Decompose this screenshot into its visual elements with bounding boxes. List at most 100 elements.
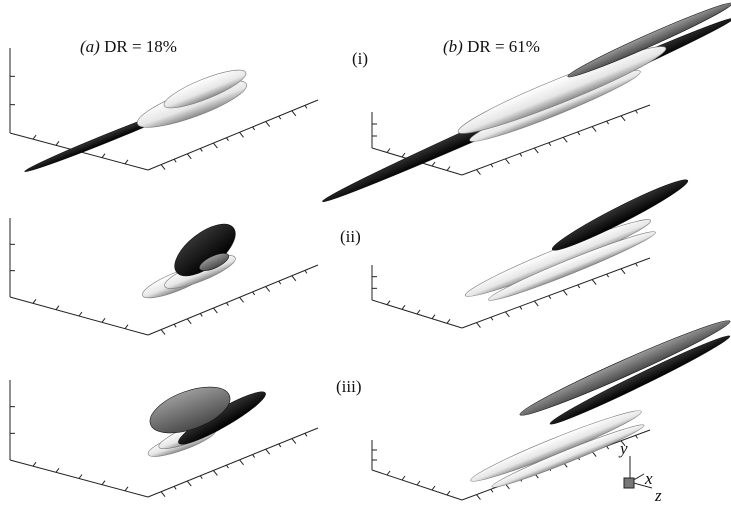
- axis-tick: [447, 491, 450, 495]
- axis-tick: [491, 164, 493, 167]
- axis-tick: [200, 148, 202, 151]
- axis-tick: [102, 318, 105, 322]
- panel-label: (a) DR = 18%: [80, 37, 177, 56]
- axis-tick: [56, 306, 59, 310]
- axis-tick: [56, 468, 59, 472]
- axis-tick: [387, 301, 390, 305]
- axis-tick: [187, 481, 191, 486]
- axis-tick: [563, 137, 567, 142]
- axis-tick: [266, 449, 270, 454]
- axis-tick: [305, 105, 307, 108]
- axis-tick: [549, 143, 551, 146]
- axis-tick: [266, 122, 270, 127]
- axis-tick: [266, 287, 270, 292]
- axis-tick: [563, 290, 567, 295]
- axis-tick: [213, 470, 217, 475]
- isosurface: [565, 0, 731, 82]
- axis-tick: [305, 270, 307, 273]
- axis-tick: [578, 132, 580, 135]
- axis-tick: [491, 317, 493, 320]
- axis-tick: [174, 159, 176, 162]
- axis-tick: [607, 446, 609, 449]
- axis-tick: [636, 110, 638, 113]
- coordinate-triad: y x z: [618, 439, 662, 505]
- axis-tick: [636, 435, 638, 438]
- axis-tick: [213, 143, 217, 148]
- axis-tick: [505, 159, 509, 164]
- axis-tick: [292, 111, 296, 116]
- figure: (a) DR = 18% (b) DR = 61% (i) (ii) (iii)…: [0, 0, 731, 509]
- axis-tick: [174, 324, 176, 327]
- axis-tick: [621, 116, 625, 121]
- axis-tick: [402, 476, 405, 480]
- axis-tick: [402, 305, 405, 309]
- axis-tick: [79, 475, 82, 479]
- axis-tick: [578, 285, 580, 288]
- axis-tick: [549, 296, 551, 299]
- axis-tick: [253, 127, 255, 130]
- axis-label: y: [618, 439, 628, 458]
- triad-cube: [624, 478, 634, 488]
- axis-tick: [33, 135, 36, 139]
- axis-tick: [292, 276, 296, 281]
- axis-tick: [476, 170, 480, 175]
- axis-tick: [200, 476, 202, 479]
- axis-tick: [592, 280, 596, 285]
- axis-tick: [432, 486, 435, 490]
- axis-tick: [447, 319, 450, 323]
- axis-tick: [56, 141, 59, 145]
- axis-tick: [161, 492, 165, 497]
- axis-tick: [607, 274, 609, 277]
- axis-tick: [125, 487, 128, 491]
- axis-tick: [240, 297, 244, 302]
- axis-tick: [79, 312, 82, 316]
- axis-tick: [279, 116, 281, 119]
- axis-label: z: [654, 486, 662, 505]
- axis-tick: [226, 138, 228, 141]
- axis-tick: [592, 127, 596, 132]
- axis-tick: [253, 455, 255, 458]
- row-label: (i): [352, 49, 368, 68]
- axis-tick: [520, 153, 522, 156]
- axis-tick: [305, 433, 307, 436]
- axis-tick: [200, 313, 202, 316]
- axis-tick: [636, 263, 638, 266]
- isosurfaces: [23, 0, 731, 492]
- panel-caption: DR = 18%: [104, 37, 177, 56]
- axis-tick: [102, 481, 105, 485]
- axis-tick: [279, 281, 281, 284]
- panel-label: (b) DR = 61%: [443, 37, 540, 56]
- axis-tick: [33, 299, 36, 303]
- axis-tick: [417, 481, 420, 485]
- axis-tick: [102, 154, 105, 158]
- axis-tick: [292, 439, 296, 444]
- axis-tick: [125, 325, 128, 329]
- axis-tick: [621, 269, 625, 274]
- axis-tick: [491, 489, 493, 492]
- axis-tick: [213, 308, 217, 313]
- axis-tick: [417, 310, 420, 314]
- axis-tick: [432, 162, 435, 166]
- axis-tick: [161, 165, 165, 170]
- axis-tick: [33, 462, 36, 466]
- axis-tick: [447, 167, 450, 171]
- axes-frame: [10, 218, 318, 335]
- axis-tick: [226, 303, 228, 306]
- axis-tick: [402, 153, 405, 157]
- axis-tick: [240, 132, 244, 137]
- isosurface: [462, 212, 654, 304]
- axis-tick: [387, 149, 390, 153]
- panel-letter: (a): [80, 37, 100, 56]
- axis-tick: [226, 465, 228, 468]
- isosurface: [517, 314, 731, 422]
- axis-tick: [161, 330, 165, 335]
- isosurface: [468, 404, 645, 488]
- axis-tick: [174, 486, 176, 489]
- axis-tick: [187, 319, 191, 324]
- axis-tick: [253, 292, 255, 295]
- axes-frame: [10, 380, 318, 497]
- axis-tick: [520, 306, 522, 309]
- axis-tick: [607, 121, 609, 124]
- axis-tick: [505, 312, 509, 317]
- axis-tick: [534, 301, 538, 306]
